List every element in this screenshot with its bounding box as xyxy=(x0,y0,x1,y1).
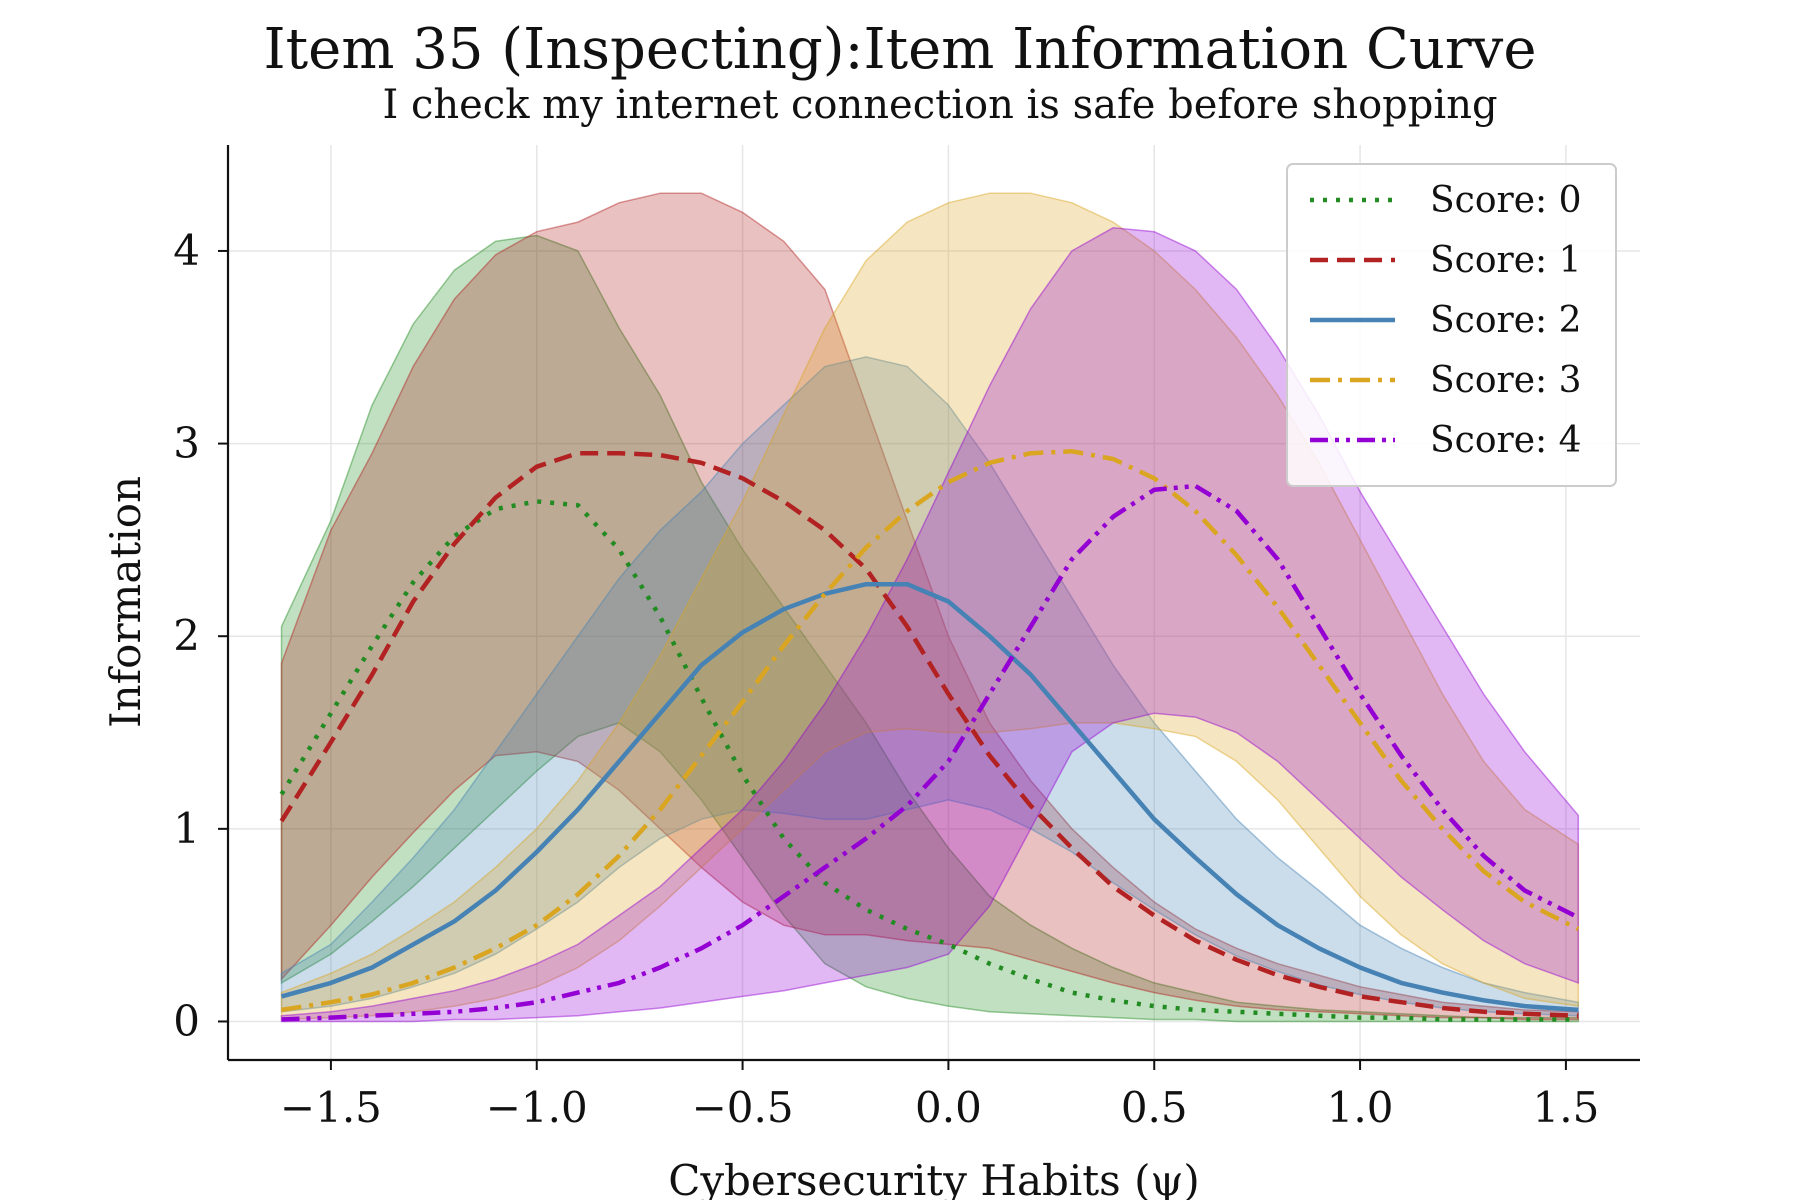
legend-label-score-3: Score: 3 xyxy=(1430,360,1582,401)
legend-label-score-0: Score: 0 xyxy=(1430,180,1582,221)
series-lines xyxy=(279,449,1580,1022)
legend-box xyxy=(1286,163,1617,487)
legend: Score: 0 Score: 1 Score: 2 Score: 3 Score: 4 xyxy=(1286,163,1617,487)
ticks: −1.5 −1.0 −0.5 0.0 0.5 1.0 1.5 0 1 2 3 4 xyxy=(173,226,1599,1132)
chart-subtitle: I check my internet connection is safe b… xyxy=(382,82,1498,128)
confidence-bands xyxy=(280,192,1580,1023)
y-axis-label: Information xyxy=(101,476,150,728)
x-tick-label: 0.0 xyxy=(915,1083,982,1132)
x-tick-label: 0.5 xyxy=(1121,1083,1188,1132)
x-tick-label: −1.5 xyxy=(280,1083,382,1132)
y-tick-label: 1 xyxy=(173,804,200,853)
series-line-score-4 xyxy=(281,483,1580,1022)
confidence-band-score-3 xyxy=(280,192,1580,1021)
legend-label-score-2: Score: 2 xyxy=(1430,300,1582,341)
confidence-band-score-4 xyxy=(280,227,1580,1023)
x-axis-label: Cybersecurity Habits (ψ) xyxy=(668,1156,1200,1200)
x-tick-label: −0.5 xyxy=(692,1083,794,1132)
series-line-score-0 xyxy=(279,499,1579,1022)
x-tick-label: −1.0 xyxy=(486,1083,588,1132)
axes xyxy=(226,145,1640,1062)
x-tick-label: 1.5 xyxy=(1533,1083,1600,1132)
y-tick-label: 2 xyxy=(173,611,200,660)
legend-label-score-1: Score: 1 xyxy=(1430,240,1582,281)
y-tick-label: 4 xyxy=(173,226,200,275)
series-line-score-2 xyxy=(280,581,1579,1013)
legend-label-score-4: Score: 4 xyxy=(1430,420,1582,461)
series-line-score-3 xyxy=(281,449,1580,1013)
x-tick-label: 1.0 xyxy=(1327,1083,1394,1132)
chart-title: Item 35 (Inspecting):Item Information Cu… xyxy=(263,17,1537,82)
y-tick-label: 0 xyxy=(173,996,200,1045)
y-tick-label: 3 xyxy=(173,419,200,468)
